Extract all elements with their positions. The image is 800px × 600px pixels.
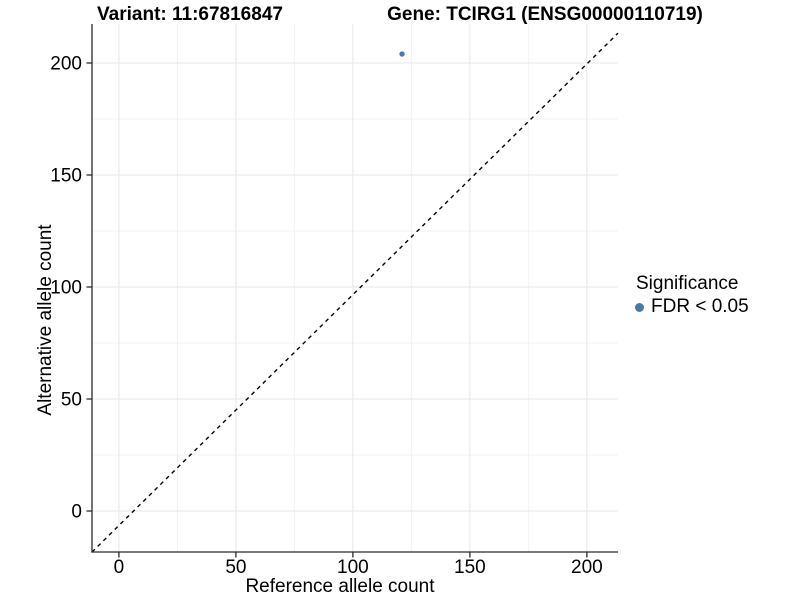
tick-marks [86,62,588,558]
svg-text:100: 100 [337,557,369,578]
svg-text:200: 200 [571,557,603,578]
svg-text:0: 0 [71,502,82,523]
legend-item-fdr: FDR < 0.05 [634,296,749,318]
legend-item-label: FDR < 0.05 [651,296,749,317]
identity-dashed-line [91,32,619,553]
data-points [399,51,405,57]
svg-text:0: 0 [114,557,125,578]
x-axis-tick-labels: 0 50 100 150 200 [114,557,603,578]
minor-gridlines [92,24,618,552]
svg-text:150: 150 [50,165,82,186]
svg-text:150: 150 [454,557,486,578]
axis-lines [91,24,618,553]
x-axis-title: Reference allele count [245,576,435,597]
svg-text:200: 200 [50,53,82,74]
y-axis-tick-labels: 0 50 100 150 200 [50,53,82,522]
legend: Significance FDR < 0.05 [634,273,749,318]
data-point [399,51,405,57]
svg-text:100: 100 [50,277,82,298]
plot-title-gene: Gene: TCIRG1 (ENSG00000110719) [387,4,703,25]
svg-text:50: 50 [225,557,246,578]
legend-title: Significance [636,273,739,294]
plot-title-variant: Variant: 11:67816847 [97,4,283,25]
major-gridlines [92,24,618,552]
legend-point-icon [635,302,644,312]
svg-text:50: 50 [61,389,82,410]
